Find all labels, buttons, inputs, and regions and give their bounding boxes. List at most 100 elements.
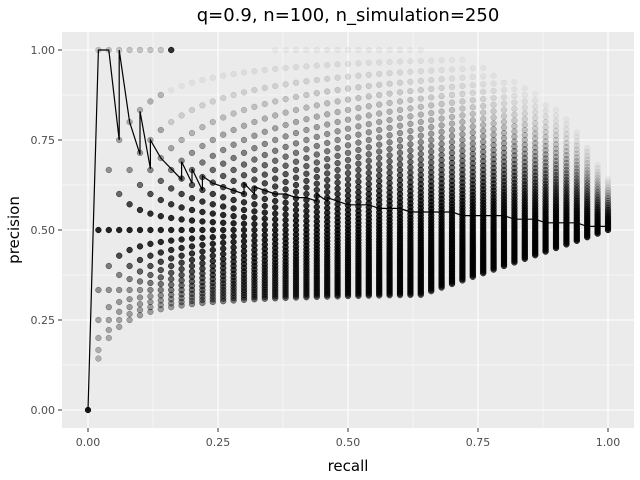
scatter-point <box>168 300 175 307</box>
scatter-point <box>324 148 331 155</box>
scatter-point <box>448 149 456 157</box>
scatter-point <box>344 60 352 67</box>
scatter-point <box>448 113 456 121</box>
scatter-point <box>500 149 508 157</box>
scatter-point <box>188 250 196 257</box>
scatter-point <box>584 156 591 163</box>
scatter-point <box>511 78 518 86</box>
scatter-point <box>469 135 476 142</box>
scatter-point <box>521 136 528 144</box>
scatter-point <box>386 58 393 66</box>
scatter-point <box>500 93 508 101</box>
scatter-point <box>407 153 414 160</box>
scatter-point <box>386 169 393 176</box>
scatter-point <box>240 122 248 129</box>
scatter-point <box>303 162 310 170</box>
scatter-point <box>272 183 279 190</box>
scatter-point <box>240 206 248 214</box>
scatter-point <box>261 215 268 222</box>
scatter-point <box>563 159 570 166</box>
scatter-point <box>396 98 404 105</box>
scatter-point <box>480 148 487 156</box>
scatter-point <box>292 201 300 208</box>
scatter-point <box>396 58 404 65</box>
scatter-point <box>365 144 372 151</box>
scatter-point <box>147 279 154 287</box>
scatter-point <box>282 143 289 151</box>
scatter-point <box>573 154 580 161</box>
scatter-point <box>584 234 591 241</box>
scatter-point <box>448 120 456 127</box>
scatter-point <box>376 148 383 155</box>
scatter-point <box>334 185 341 192</box>
scatter-point <box>230 226 237 234</box>
scatter-point <box>552 161 560 168</box>
scatter-point <box>542 159 549 166</box>
scatter-point <box>251 221 258 228</box>
scatter-point <box>168 281 175 288</box>
scatter-point <box>282 170 289 178</box>
scatter-point <box>417 86 424 94</box>
scatter-point <box>521 98 528 105</box>
scatter-point <box>376 166 383 174</box>
scatter-point <box>209 234 216 241</box>
scatter-point <box>584 176 591 183</box>
scatter-point <box>542 138 549 145</box>
scatter-point <box>376 118 383 126</box>
scatter-point <box>292 129 300 137</box>
scatter-point <box>459 125 466 132</box>
scatter-point <box>116 298 123 306</box>
scatter-point <box>261 209 268 216</box>
scatter-point <box>188 217 196 224</box>
scatter-point <box>376 134 383 141</box>
scatter-point <box>105 286 112 294</box>
x-axis-title: recall <box>328 457 369 475</box>
scatter-point <box>147 286 154 294</box>
scatter-point <box>230 213 237 220</box>
scatter-point <box>604 189 612 197</box>
scatter-point <box>594 191 601 199</box>
x-tick-label: 0.75 <box>466 436 491 449</box>
scatter-point <box>272 295 279 302</box>
scatter-point <box>303 190 310 198</box>
scatter-point <box>209 226 216 234</box>
scatter-point <box>178 286 185 294</box>
scatter-point <box>376 101 383 108</box>
scatter-point <box>376 91 383 99</box>
scatter-point <box>282 81 289 88</box>
scatter-point <box>365 112 372 119</box>
scatter-point <box>365 103 372 110</box>
scatter-point <box>261 128 268 135</box>
y-tick-label: 0.00 <box>31 404 56 417</box>
scatter-point <box>469 129 476 136</box>
scatter-point <box>552 106 560 114</box>
scatter-point <box>147 298 154 306</box>
scatter-point <box>542 166 549 174</box>
scatter-point <box>344 176 352 183</box>
scatter-point <box>292 149 300 157</box>
scatter-point <box>500 100 508 107</box>
scatter-point <box>292 46 300 54</box>
scatter-point <box>178 244 185 252</box>
scatter-point <box>240 213 248 221</box>
x-tick-label: 1.00 <box>596 436 621 449</box>
scatter-point <box>168 86 175 94</box>
scatter-point <box>147 271 154 279</box>
scatter-point <box>313 133 320 141</box>
scatter-point <box>230 177 237 185</box>
scatter-point <box>168 185 175 192</box>
scatter-point <box>261 171 268 178</box>
scatter-point <box>563 241 570 248</box>
scatter-point <box>594 161 601 169</box>
scatter-point <box>563 116 570 123</box>
scatter-point <box>292 188 300 195</box>
scatter-point <box>334 136 341 144</box>
scatter-point <box>220 160 227 167</box>
scatter-point <box>490 151 497 158</box>
scatter-point <box>136 278 144 285</box>
scatter-point <box>355 46 362 54</box>
scatter-point <box>386 80 393 87</box>
scatter-point <box>396 291 404 299</box>
scatter-point <box>157 91 164 99</box>
scatter-point <box>344 46 352 54</box>
